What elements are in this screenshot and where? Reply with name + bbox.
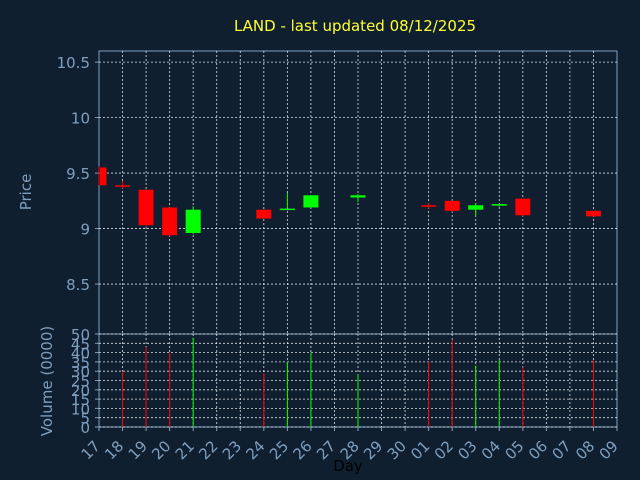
candle-body bbox=[444, 200, 460, 211]
candle bbox=[138, 189, 154, 227]
day-tick-label: 29 bbox=[360, 437, 386, 463]
price-tick-label: 8.5 bbox=[66, 276, 90, 294]
price-tick-label: 9 bbox=[80, 221, 90, 239]
candle-body bbox=[279, 208, 295, 211]
volume-tick-label: 50 bbox=[71, 326, 90, 344]
candle-body bbox=[468, 205, 484, 210]
day-axis-label: Day bbox=[333, 457, 363, 475]
candle-body bbox=[138, 189, 154, 226]
volume-tick-label: 40 bbox=[71, 345, 90, 363]
candle bbox=[468, 203, 484, 216]
candle bbox=[162, 207, 178, 237]
candle-body bbox=[100, 167, 107, 186]
day-tick-label: 05 bbox=[501, 437, 527, 463]
candle bbox=[256, 209, 272, 219]
day-tick-label: 17 bbox=[78, 437, 104, 463]
volume-tick-label: 10 bbox=[71, 400, 90, 418]
candle bbox=[350, 194, 366, 202]
day-tick-label: 19 bbox=[125, 437, 151, 463]
day-tick-label: 20 bbox=[148, 437, 174, 463]
day-tick-label: 06 bbox=[525, 437, 551, 463]
candle-body bbox=[303, 195, 319, 208]
day-tick-label: 26 bbox=[290, 437, 316, 463]
day-tick-label: 09 bbox=[596, 437, 622, 463]
price-grid bbox=[99, 51, 617, 334]
candle-body bbox=[515, 198, 531, 216]
candle-body bbox=[115, 185, 131, 187]
candle-body bbox=[185, 209, 201, 234]
volume-tick-label: 15 bbox=[71, 391, 90, 409]
day-tick-label: 18 bbox=[101, 437, 127, 463]
chart-title: LAND - last updated 08/12/2025 bbox=[234, 17, 476, 35]
candle bbox=[98, 166, 107, 186]
candle bbox=[185, 206, 201, 235]
candles bbox=[98, 166, 601, 237]
candle bbox=[444, 200, 460, 212]
day-tick-label: 23 bbox=[219, 437, 245, 463]
day-tick-label: 25 bbox=[266, 437, 292, 463]
candle bbox=[303, 195, 319, 208]
volume-tick-label: 5 bbox=[80, 410, 90, 428]
day-tick-label: 02 bbox=[431, 437, 457, 463]
volume-tick-label: 45 bbox=[71, 335, 90, 353]
volume-tick-label: 20 bbox=[71, 382, 90, 400]
price-axis-label: Price bbox=[17, 174, 35, 211]
candle-body bbox=[491, 204, 507, 206]
candle bbox=[585, 210, 601, 217]
volume-axis-label: Volume (0000) bbox=[38, 326, 56, 436]
volume-tick-label: 30 bbox=[71, 363, 90, 381]
price-tick-label: 10.5 bbox=[57, 54, 90, 72]
price-panel: 8.5 9 9.5 10 10.5 Price bbox=[17, 50, 618, 335]
day-tick-label: 01 bbox=[407, 437, 433, 463]
candle bbox=[515, 198, 531, 217]
candle-body bbox=[421, 205, 437, 207]
volume-tick-label: 35 bbox=[71, 354, 90, 372]
candle bbox=[421, 203, 437, 209]
volume-tick-label: 25 bbox=[71, 373, 90, 391]
price-tick-label: 10 bbox=[71, 110, 90, 128]
day-tick-label: 30 bbox=[384, 437, 410, 463]
candle-body bbox=[256, 209, 272, 219]
candle-body bbox=[162, 207, 178, 236]
candle-body bbox=[350, 195, 366, 198]
candle bbox=[491, 204, 507, 207]
candle bbox=[279, 193, 295, 211]
volume-tick-label: 0 bbox=[80, 419, 90, 437]
day-tick-label: 03 bbox=[454, 437, 480, 463]
day-tick-label: 07 bbox=[549, 437, 575, 463]
day-tick-label: 21 bbox=[172, 437, 198, 463]
day-tick-label: 24 bbox=[242, 437, 268, 463]
candle bbox=[115, 180, 131, 189]
candle-body bbox=[585, 210, 601, 217]
price-tick-label: 9.5 bbox=[66, 165, 90, 183]
price-y-ticks: 8.5 9 9.5 10 10.5 bbox=[57, 54, 99, 294]
day-tick-label: 08 bbox=[572, 437, 598, 463]
day-tick-label: 22 bbox=[195, 437, 221, 463]
volume-bars bbox=[122, 337, 594, 427]
day-tick-label: 04 bbox=[478, 437, 504, 463]
